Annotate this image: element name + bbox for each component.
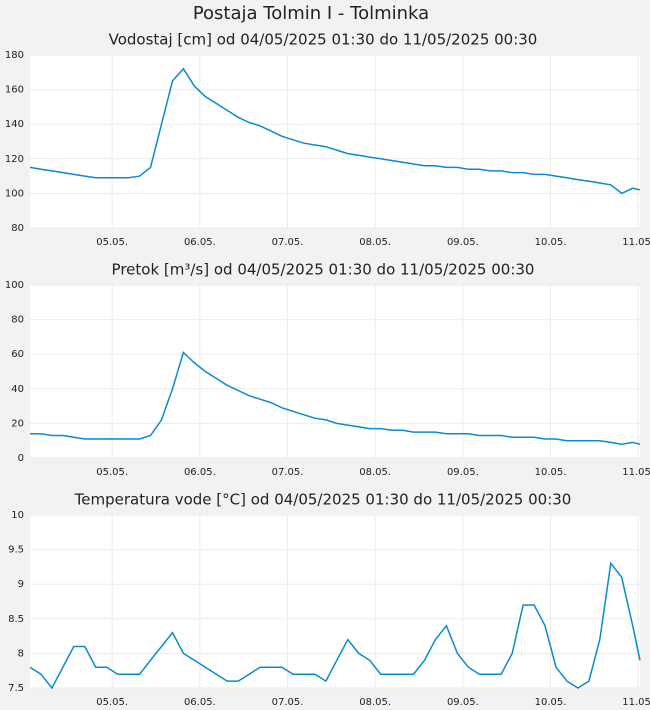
y-tick-label: 80 (11, 223, 24, 234)
x-tick-label: 11.05. (622, 697, 650, 708)
plot-area (30, 55, 640, 228)
y-tick-label: 100 (5, 188, 24, 199)
x-tick-label: 05.05. (96, 467, 128, 478)
y-tick-label: 8 (18, 648, 24, 659)
y-tick-label: 8.5 (8, 614, 24, 625)
chart-title: Temperatura vode [°C] od 04/05/2025 01:3… (74, 491, 572, 509)
chart-title: Vodostaj [cm] od 04/05/2025 01:30 do 11/… (109, 31, 538, 49)
x-tick-label: 07.05. (272, 237, 304, 248)
plot-area (30, 515, 640, 688)
y-tick-label: 10 (11, 510, 24, 521)
x-tick-label: 07.05. (272, 467, 304, 478)
y-tick-label: 20 (11, 418, 24, 429)
x-tick-label: 08.05. (359, 237, 391, 248)
plot-area (30, 285, 640, 458)
y-tick-label: 40 (11, 384, 24, 395)
y-tick-label: 100 (5, 280, 24, 291)
x-tick-label: 06.05. (184, 467, 216, 478)
y-tick-label: 120 (5, 154, 24, 165)
y-tick-label: 180 (5, 50, 24, 61)
y-tick-label: 60 (11, 349, 24, 360)
x-tick-label: 11.05. (622, 467, 650, 478)
x-tick-label: 09.05. (447, 237, 479, 248)
y-tick-label: 7.5 (8, 683, 24, 694)
x-tick-label: 09.05. (447, 697, 479, 708)
data-line (29, 561, 641, 690)
x-tick-label: 08.05. (359, 697, 391, 708)
x-tick-label: 05.05. (96, 237, 128, 248)
y-tick-label: 140 (5, 119, 24, 130)
x-tick-label: 05.05. (96, 697, 128, 708)
x-tick-label: 08.05. (359, 467, 391, 478)
data-line (30, 351, 641, 445)
y-tick-label: 160 (5, 85, 24, 96)
chart-title: Pretok [m³/s] od 04/05/2025 01:30 do 11/… (112, 261, 535, 279)
y-tick-label: 80 (11, 315, 24, 326)
page-title: Postaja Tolmin I - Tolminka (193, 3, 429, 24)
x-tick-label: 06.05. (184, 697, 216, 708)
y-tick-label: 0 (18, 453, 24, 464)
x-tick-label: 10.05. (535, 237, 567, 248)
y-tick-label: 9.5 (8, 545, 24, 556)
x-tick-label: 10.05. (535, 697, 567, 708)
x-tick-label: 06.05. (184, 237, 216, 248)
data-line (29, 67, 641, 195)
x-tick-label: 11.05. (622, 237, 650, 248)
x-tick-label: 10.05. (535, 467, 567, 478)
x-tick-label: 07.05. (272, 697, 304, 708)
x-tick-label: 09.05. (447, 467, 479, 478)
y-tick-label: 9 (18, 579, 24, 590)
